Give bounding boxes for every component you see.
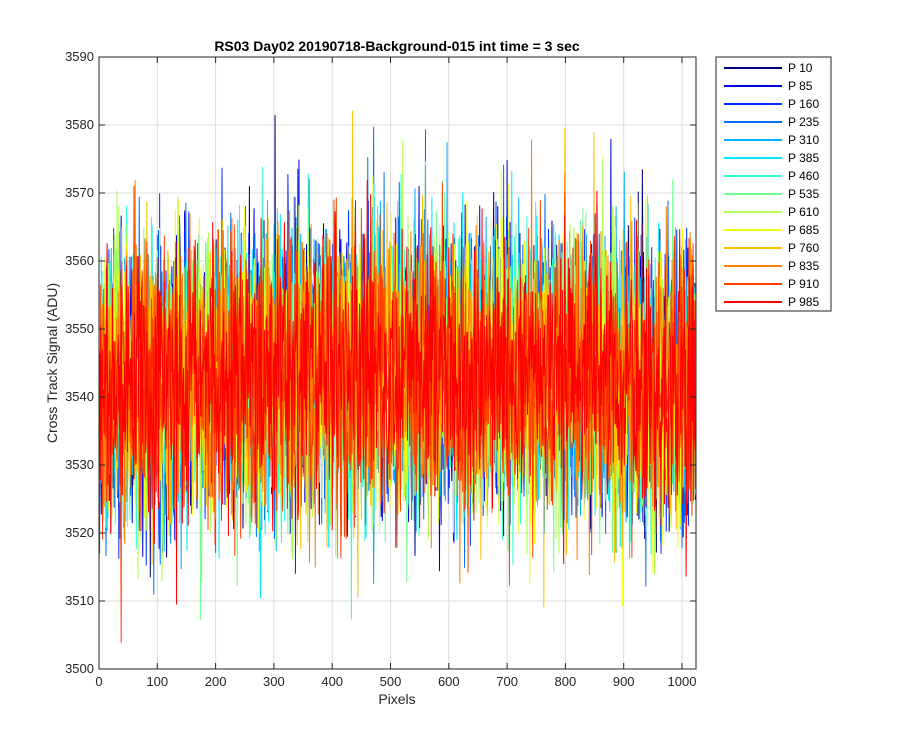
x-tick-label: 800 (555, 674, 577, 689)
legend-label: P 610 (788, 205, 819, 219)
series-line (98, 180, 696, 605)
y-tick-label: 3500 (65, 661, 94, 676)
plot-frame (98, 56, 697, 670)
x-tick-label: 100 (146, 674, 168, 689)
legend-label: P 160 (788, 97, 819, 111)
y-axis-label: Cross Track Signal (ADU) (44, 283, 60, 443)
x-tick-label: 300 (263, 674, 285, 689)
x-tick-label: 500 (380, 674, 402, 689)
legend-label: P 910 (788, 277, 819, 291)
x-tick-label: 700 (496, 674, 518, 689)
y-tick-label: 3580 (65, 117, 94, 132)
legend-label: P 385 (788, 151, 819, 165)
x-tick-label: 900 (613, 674, 635, 689)
x-tick-label: 1000 (668, 674, 697, 689)
x-axis-label: Pixels (378, 691, 415, 707)
legend-label: P 460 (788, 169, 819, 183)
series-lines (98, 110, 696, 643)
x-tick-label: 400 (321, 674, 343, 689)
legend: P 10 P 85 P 160 P 235 P 310 P 385 P 460 P 535 P … (715, 56, 832, 312)
x-tick-label: 200 (205, 674, 227, 689)
y-tick-label: 3590 (65, 49, 94, 64)
y-tick-label: 3540 (65, 389, 94, 404)
x-tick-label: 600 (438, 674, 460, 689)
legend-label: P 835 (788, 259, 819, 273)
y-tick-label: 3560 (65, 253, 94, 268)
legend-label: P 85 (788, 79, 813, 93)
legend-label: P 685 (788, 223, 819, 237)
legend-label: P 10 (788, 61, 813, 75)
legend-label: P 535 (788, 187, 819, 201)
legend-label: P 760 (788, 241, 819, 255)
y-tick-label: 3530 (65, 457, 94, 472)
legend-label: P 985 (788, 295, 819, 309)
y-tick-label: 3520 (65, 525, 94, 540)
legend-label: P 235 (788, 115, 819, 129)
y-tick-label: 3550 (65, 321, 94, 336)
chart-title: RS03 Day02 20190718-Background-015 int t… (214, 38, 580, 54)
legend-box (715, 56, 832, 312)
axis-ticks: 0 100 200 300 400 500 600 700 800 900 1000 3500 3510… (65, 49, 696, 689)
legend-label: P 310 (788, 133, 819, 147)
y-tick-label: 3510 (65, 593, 94, 608)
x-tick-label: 0 (95, 674, 102, 689)
y-tick-label: 3570 (65, 185, 94, 200)
